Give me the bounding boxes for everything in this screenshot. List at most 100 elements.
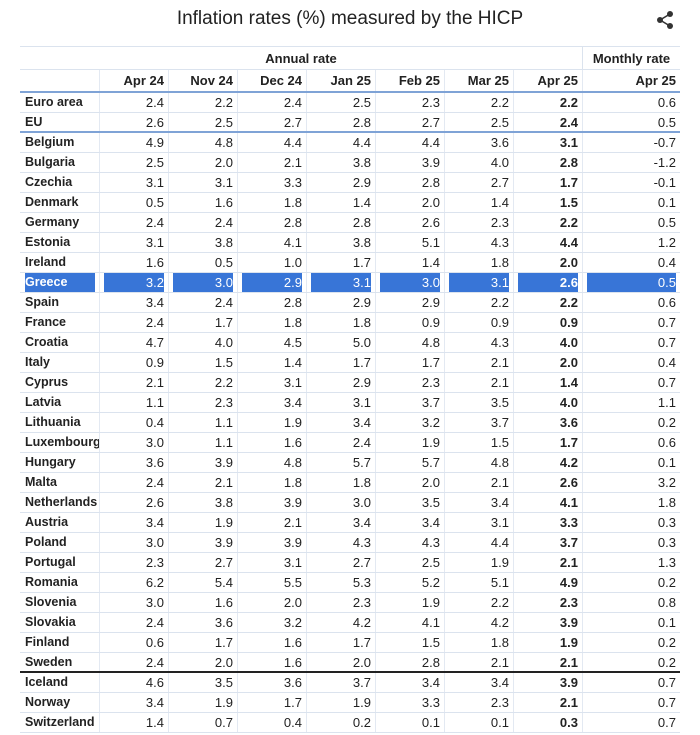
rate-cell: 2.4 — [238, 93, 307, 112]
table-row: Romania 6.2 5.4 5.5 5.3 5.2 5.1 4.9 0.2 — [20, 573, 680, 593]
country-label: Belgium — [20, 133, 100, 152]
rate-cell: 4.2 — [445, 613, 514, 632]
rate-cell: 1.9 — [376, 593, 445, 612]
table-row: Norway 3.4 1.9 1.7 1.9 3.3 2.3 2.1 0.7 — [20, 693, 680, 713]
rate-cell: 1.7 — [307, 253, 376, 272]
rate-cell: 2.6 — [514, 273, 583, 292]
rate-cell: 3.4 — [445, 493, 514, 512]
rate-cell: 4.0 — [514, 393, 583, 412]
rate-cell: 2.0 — [376, 193, 445, 212]
rate-cell: 6.2 — [100, 573, 169, 592]
rate-cell: 1.5 — [514, 193, 583, 212]
country-label: Norway — [20, 693, 100, 712]
country-label: France — [20, 313, 100, 332]
table-row: Spain 3.4 2.4 2.8 2.9 2.9 2.2 2.2 0.6 — [20, 293, 680, 313]
rate-cell: 2.5 — [376, 553, 445, 572]
rate-cell: 3.1 — [100, 173, 169, 192]
rate-cell: 2.4 — [100, 313, 169, 332]
rate-cell: 2.5 — [100, 153, 169, 172]
table-row: Austria 3.4 1.9 2.1 3.4 3.4 3.1 3.3 0.3 — [20, 513, 680, 533]
rate-cell: 3.4 — [100, 693, 169, 712]
rate-cell: 2.5 — [445, 113, 514, 131]
rate-cell: 2.0 — [307, 653, 376, 671]
table-row: Sweden 2.4 2.0 1.6 2.0 2.8 2.1 2.1 0.2 — [20, 653, 680, 673]
rate-cell: 3.6 — [169, 613, 238, 632]
rate-cell: 4.1 — [514, 493, 583, 512]
rate-cell: 3.9 — [238, 493, 307, 512]
page-title: Inflation rates (%) measured by the HICP — [176, 8, 524, 29]
rate-cell: 0.1 — [376, 713, 445, 732]
rate-cell: 0.2 — [657, 655, 676, 670]
rate-cell: 3.1 — [307, 393, 376, 412]
rate-cell: 3.6 — [514, 413, 583, 432]
rate-cell: 0.2 — [657, 415, 676, 430]
rate-cell: 2.6 — [514, 473, 583, 492]
rate-cell: 1.4 — [100, 713, 169, 732]
rate-cell: 4.1 — [238, 233, 307, 252]
rate-cell: 0.3 — [657, 535, 676, 550]
rate-cell: 0.5 — [657, 115, 676, 130]
rate-cell: 2.8 — [376, 173, 445, 192]
rate-cell: 2.2 — [169, 373, 238, 392]
rate-cell: 1.5 — [376, 633, 445, 652]
corner-cell — [20, 70, 100, 91]
column-header: Dec 24 — [238, 70, 307, 91]
rate-cell: 1.8 — [307, 313, 376, 332]
rate-cell: 2.2 — [445, 293, 514, 312]
rate-cell: 3.2 — [238, 613, 307, 632]
rate-cell: 0.7 — [657, 375, 676, 390]
rate-cell: 4.4 — [376, 133, 445, 152]
country-label: Slovenia — [20, 593, 100, 612]
rate-cell: 2.3 — [376, 373, 445, 392]
rate-cell: 2.4 — [100, 613, 169, 632]
rate-cell: 4.9 — [100, 133, 169, 152]
rate-cell: 1.6 — [238, 633, 307, 652]
rate-cell: 2.3 — [514, 593, 583, 612]
rate-cell: 2.2 — [169, 93, 238, 112]
rate-cell: 4.2 — [307, 613, 376, 632]
rate-cell: 2.9 — [376, 293, 445, 312]
rate-cell: 2.1 — [238, 513, 307, 532]
table-row: Latvia 1.1 2.3 3.4 3.1 3.7 3.5 4.0 1.1 — [20, 393, 680, 413]
rate-cell: 1.2 — [657, 235, 676, 250]
rate-cell: 3.7 — [445, 413, 514, 432]
share-icon[interactable] — [655, 10, 675, 30]
rate-cell: 3.5 — [445, 393, 514, 412]
rate-cell: 3.4 — [100, 513, 169, 532]
rate-cell: 4.4 — [445, 533, 514, 552]
rate-cell: -0.1 — [653, 175, 676, 190]
rate-cell: 1.6 — [100, 253, 169, 272]
country-label: EU — [20, 113, 100, 131]
rate-cell: 0.6 — [657, 95, 676, 110]
table-row: Netherlands 2.6 3.8 3.9 3.0 3.5 3.4 4.1 1.8 — [20, 493, 680, 513]
table-row: Denmark 0.5 1.6 1.8 1.4 2.0 1.4 1.5 0.1 — [20, 193, 680, 213]
rate-cell: 3.6 — [100, 453, 169, 472]
country-label: Denmark — [20, 193, 100, 212]
rate-cell: 1.7 — [514, 433, 583, 452]
rate-cell: 3.1 — [514, 133, 583, 152]
country-label: Latvia — [20, 393, 100, 412]
rate-cell: 0.2 — [657, 635, 676, 650]
country-label: Netherlands — [20, 493, 100, 512]
rate-cell: 4.9 — [514, 573, 583, 592]
rate-cell: 0.1 — [657, 455, 676, 470]
country-label: Bulgaria — [20, 153, 100, 172]
rate-cell: 4.8 — [238, 453, 307, 472]
rate-cell: 2.2 — [514, 213, 583, 232]
rate-cell: 2.2 — [514, 293, 583, 312]
table-row: Greece 3.2 3.0 2.9 3.1 3.0 3.1 2.6 0.5 — [20, 273, 680, 293]
rate-cell: 5.4 — [169, 573, 238, 592]
rate-cell: 0.6 — [657, 435, 676, 450]
rate-cell: 2.1 — [445, 353, 514, 372]
table-row: Croatia 4.7 4.0 4.5 5.0 4.8 4.3 4.0 0.7 — [20, 333, 680, 353]
rate-cell: 0.7 — [657, 675, 676, 690]
rate-cell: 0.7 — [657, 335, 676, 350]
table-row: Iceland 4.6 3.5 3.6 3.7 3.4 3.4 3.9 0.7 — [20, 673, 680, 693]
rate-cell: 4.0 — [169, 333, 238, 352]
country-label: Estonia — [20, 233, 100, 252]
rate-cell: 3.2 — [657, 475, 676, 490]
rate-cell: 0.4 — [238, 713, 307, 732]
rate-cell: 3.8 — [307, 233, 376, 252]
table-row: Malta 2.4 2.1 1.8 1.8 2.0 2.1 2.6 3.2 — [20, 473, 680, 493]
rate-cell: 2.4 — [100, 473, 169, 492]
